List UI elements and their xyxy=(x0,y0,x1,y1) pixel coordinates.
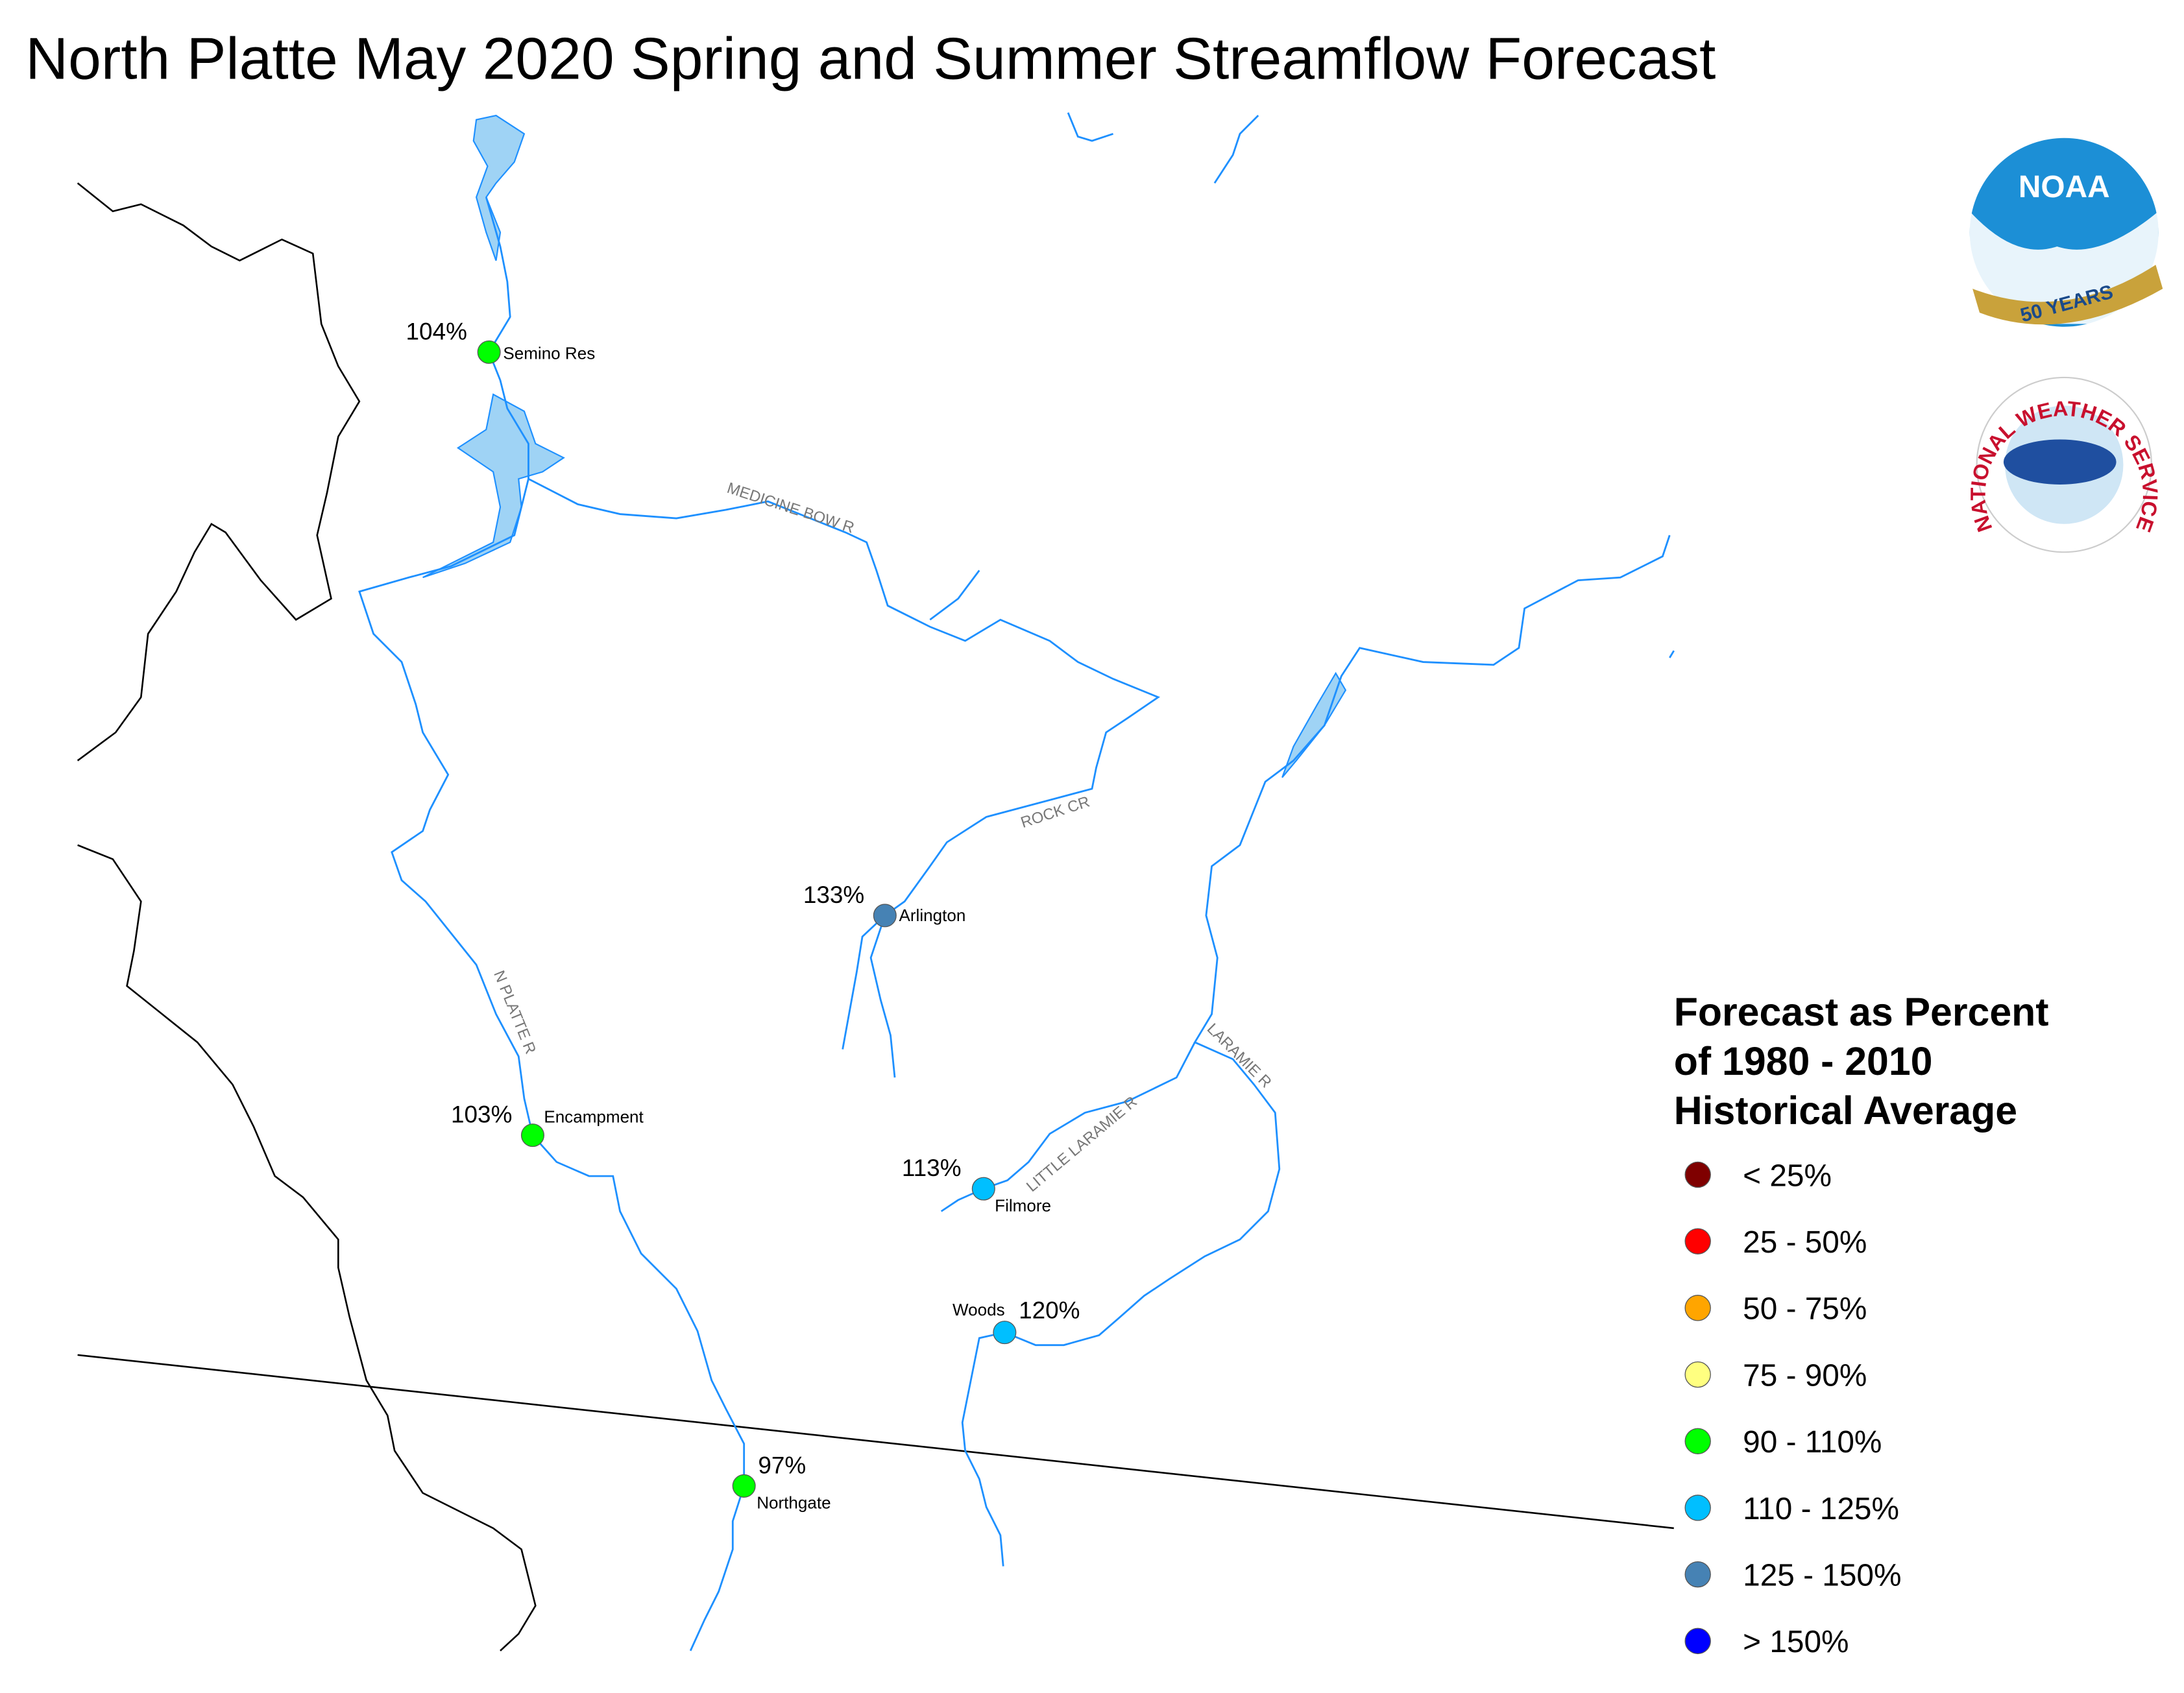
reservoir xyxy=(422,393,565,579)
reservoir xyxy=(1281,671,1347,778)
legend-title: of 1980 - 2010 xyxy=(1674,1039,1933,1083)
rivers xyxy=(358,112,1675,1651)
river xyxy=(1213,115,1259,184)
river xyxy=(358,197,746,1651)
site-percent: 97% xyxy=(758,1452,806,1478)
river xyxy=(869,915,896,1078)
site-percent: 103% xyxy=(451,1101,512,1128)
site-name: Filmore xyxy=(995,1195,1051,1215)
legend-swatch xyxy=(1684,1161,1711,1188)
site-name: Semino Res xyxy=(503,344,595,363)
legend-label: 110 - 125% xyxy=(1743,1492,1899,1526)
boundary xyxy=(77,182,361,762)
reservoir xyxy=(472,114,526,261)
site-marker xyxy=(971,1177,995,1201)
state-line xyxy=(77,1354,1674,1530)
river xyxy=(940,1042,1196,1212)
logos: NOAA 50 YEARS NATIONAL WEATHER SERVICE xyxy=(1967,135,2163,553)
legend-swatch xyxy=(1684,1495,1711,1521)
legend-label: > 150% xyxy=(1743,1625,1849,1659)
legend-label: < 25% xyxy=(1743,1159,1832,1193)
site-name: Woods xyxy=(952,1300,1005,1319)
legend-swatch xyxy=(1684,1295,1711,1321)
legend-label: 90 - 110% xyxy=(1743,1425,1882,1459)
river xyxy=(1067,112,1114,142)
legend-swatch xyxy=(1684,1627,1711,1655)
site-name: Arlington xyxy=(899,906,966,925)
site-percent: 133% xyxy=(803,882,864,908)
river xyxy=(1669,650,1675,658)
river xyxy=(929,570,980,621)
river xyxy=(528,478,1161,1050)
noaa-ribbon xyxy=(1972,265,2163,325)
site-percent: 120% xyxy=(1019,1297,1080,1323)
legend-title: Historical Average xyxy=(1674,1088,2017,1133)
legend-label: 50 - 75% xyxy=(1743,1292,1867,1327)
legend-label: 125 - 150% xyxy=(1743,1559,1901,1593)
site-percent: 113% xyxy=(902,1155,962,1181)
legend-label: 75 - 90% xyxy=(1743,1358,1867,1393)
legend-title: Forecast as Percent xyxy=(1674,990,2049,1034)
site-marker xyxy=(873,904,897,928)
map-title: North Platte May 2020 Spring and Summer … xyxy=(25,26,1716,92)
site-marker xyxy=(993,1321,1017,1345)
noaa-ring xyxy=(1967,135,2162,330)
sites: 104% Semino Res 133% Arlington 103% Encampmen… xyxy=(406,318,1080,1512)
nws-cloud xyxy=(2003,439,2117,485)
river xyxy=(961,534,1671,1567)
boundaries xyxy=(77,182,1674,1651)
site-marker xyxy=(520,1123,544,1147)
legend-swatch xyxy=(1684,1228,1711,1255)
site-percent: 104% xyxy=(406,318,467,344)
boundary xyxy=(77,844,537,1651)
legend-swatch xyxy=(1684,1561,1711,1588)
site-marker xyxy=(732,1474,756,1498)
site-marker xyxy=(477,340,501,364)
site-name: Encampment xyxy=(544,1107,644,1127)
legend: Forecast as Percent of 1980 - 2010 Histori… xyxy=(1674,990,2049,1659)
site-name: Northgate xyxy=(757,1493,831,1513)
legend-swatch xyxy=(1684,1361,1711,1388)
legend-swatch xyxy=(1684,1428,1711,1454)
legend-label: 25 - 50% xyxy=(1743,1225,1867,1260)
noaa-text: NOAA xyxy=(2019,170,2110,204)
